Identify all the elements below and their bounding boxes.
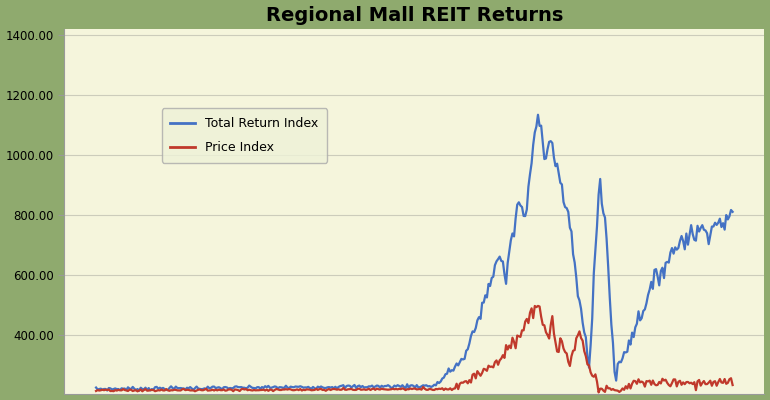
Price Index	[299, 387, 308, 392]
Total Return Index	[92, 385, 101, 390]
Line: Total Return Index: Total Return Index	[96, 115, 732, 391]
Title: Regional Mall REIT Returns: Regional Mall REIT Returns	[266, 6, 563, 24]
Price Index	[556, 336, 565, 341]
Total Return Index	[135, 388, 144, 393]
Total Return Index	[554, 170, 564, 175]
Price Index	[168, 388, 177, 393]
Price Index	[343, 387, 353, 392]
Price Index	[534, 304, 543, 308]
Price Index	[594, 390, 603, 395]
Total Return Index	[494, 257, 503, 262]
Price Index	[492, 358, 501, 363]
Total Return Index	[534, 112, 543, 117]
Total Return Index	[345, 383, 354, 388]
Price Index	[728, 383, 737, 388]
Total Return Index	[557, 182, 567, 187]
Legend: Total Return Index, Price Index: Total Return Index, Price Index	[162, 108, 327, 163]
Total Return Index	[300, 385, 310, 390]
Total Return Index	[169, 386, 179, 391]
Price Index	[553, 349, 562, 354]
Total Return Index	[728, 210, 737, 214]
Line: Price Index: Price Index	[96, 306, 732, 392]
Price Index	[92, 388, 101, 393]
